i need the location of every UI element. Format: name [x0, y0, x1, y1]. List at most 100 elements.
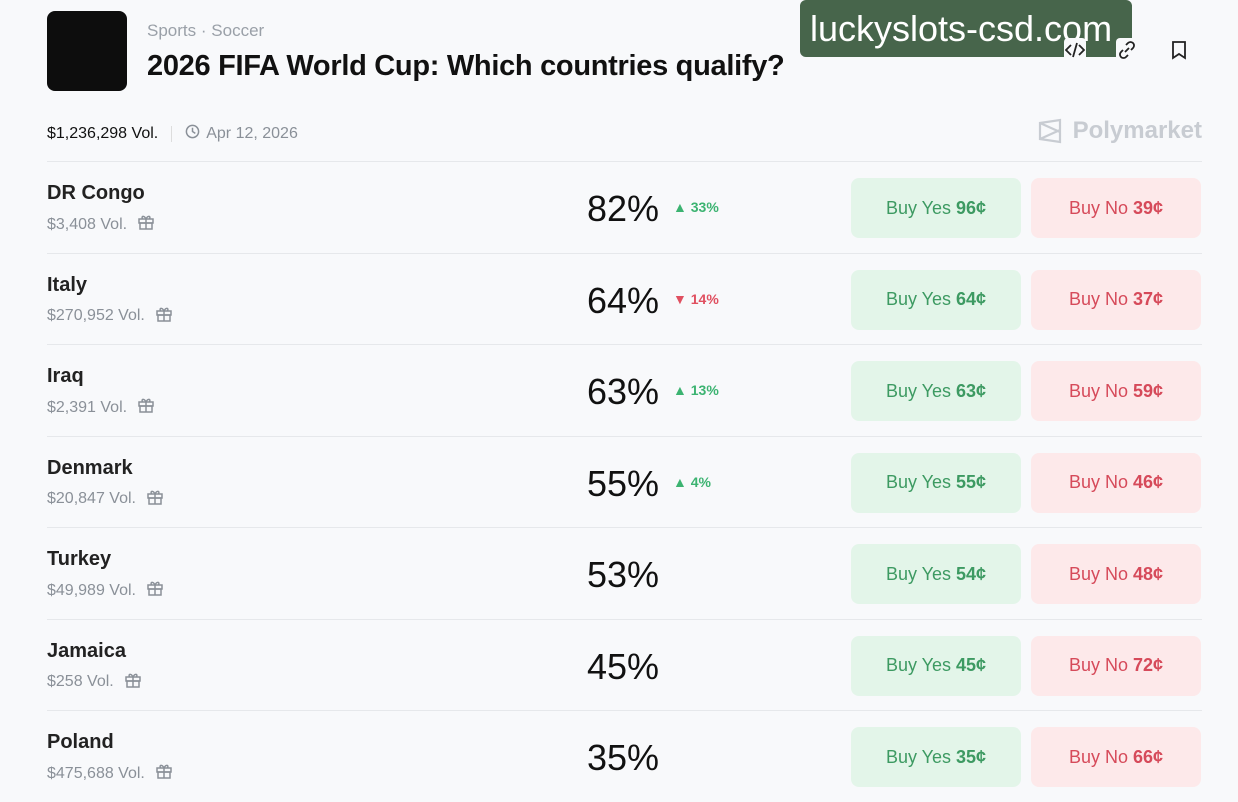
buy-no-label: Buy No	[1068, 655, 1128, 675]
change-value: 4%	[690, 473, 711, 490]
buy-no-label: Buy No	[1068, 380, 1128, 401]
buy-no-label: Buy No	[1068, 746, 1128, 767]
outcome-name: Italy	[47, 273, 88, 296]
buy-no-button[interactable]: Buy No 72¢	[1031, 635, 1201, 696]
triangle-up-icon: ▲	[673, 382, 687, 398]
outcome-row[interactable]: Poland $475,688 Vol. 35% Buy Yes 35¢ Buy …	[47, 710, 1202, 802]
buy-no-label: Buy No	[1068, 197, 1128, 218]
market-meta: $1,236,298 Vol. Apr 12, 2026	[47, 124, 298, 144]
buy-no-button[interactable]: Buy No 37¢	[1031, 269, 1201, 330]
gift-icon[interactable]	[155, 762, 173, 785]
page-title: 2026 FIFA World Cup: Which countries qua…	[147, 50, 785, 82]
watermark: luckyslots-csd.com	[800, 0, 1132, 57]
buy-no-button[interactable]: Buy No 39¢	[1031, 178, 1201, 238]
no-price: 66¢	[1132, 746, 1164, 767]
change-value: 13%	[690, 382, 719, 398]
buy-no-button[interactable]: Buy No 48¢	[1031, 544, 1201, 604]
buy-yes-button[interactable]: Buy Yes 45¢	[851, 635, 1021, 696]
buy-yes-label: Buy Yes	[885, 289, 951, 309]
brand-name: Polymarket	[1072, 117, 1202, 144]
buy-no-label: Buy No	[1068, 472, 1128, 492]
outcome-row[interactable]: Iraq $2,391 Vol. 63% ▲ 13% Buy Yes 63¢ Bu…	[47, 344, 1202, 436]
outcome-name: DR Congo	[47, 182, 145, 204]
outcome-probability: 64%	[587, 279, 660, 321]
outcome-volume: $3,408 Vol.	[47, 215, 128, 233]
change-value: 14%	[690, 290, 719, 307]
buy-yes-label: Buy Yes	[885, 380, 951, 401]
yes-price: 96¢	[956, 197, 987, 218]
buy-yes-button[interactable]: Buy Yes 63¢	[851, 361, 1021, 421]
outcome-name: Jamaica	[47, 639, 126, 662]
buy-yes-label: Buy Yes	[885, 563, 951, 584]
buy-yes-button[interactable]: Buy Yes 54¢	[851, 544, 1021, 604]
buy-no-button[interactable]: Buy No 66¢	[1031, 727, 1201, 787]
outcome-probability: 63%	[587, 371, 660, 412]
gift-icon[interactable]	[146, 579, 164, 602]
no-price: 72¢	[1132, 655, 1164, 675]
probability-change: ▲ 33%	[673, 199, 719, 215]
buy-yes-button[interactable]: Buy Yes 55¢	[851, 452, 1021, 513]
total-volume: $1,236,298 Vol.	[47, 125, 159, 142]
outcome-volume: $258 Vol.	[47, 673, 114, 690]
outcome-volume: $49,989 Vol.	[47, 581, 136, 599]
change-value: 33%	[690, 199, 719, 215]
buy-no-label: Buy No	[1068, 289, 1128, 309]
buy-no-label: Buy No	[1068, 563, 1128, 584]
breadcrumb-category[interactable]: Sports	[147, 21, 197, 40]
no-price: 39¢	[1132, 197, 1164, 218]
no-price: 59¢	[1132, 380, 1164, 401]
buy-yes-button[interactable]: Buy Yes 96¢	[851, 178, 1021, 238]
outcome-probability: 82%	[587, 188, 660, 229]
gift-icon[interactable]	[137, 213, 155, 236]
gift-icon[interactable]	[124, 671, 142, 694]
outcome-name: Turkey	[47, 548, 112, 570]
outcome-row[interactable]: Turkey $49,989 Vol. 53% Buy Yes 54¢ Buy N…	[47, 527, 1202, 619]
breadcrumb-separator: ·	[200, 21, 207, 40]
buy-yes-label: Buy Yes	[885, 472, 951, 492]
probability-change: ▲ 4%	[673, 474, 711, 490]
probability-change: ▼ 14%	[673, 291, 719, 307]
buy-yes-label: Buy Yes	[885, 746, 951, 767]
yes-price: 64¢	[956, 289, 987, 309]
outcome-volume: $270,952 Vol.	[47, 307, 145, 324]
yes-price: 45¢	[956, 655, 987, 675]
embed-code-icon[interactable]	[1064, 38, 1086, 62]
probability-change: ▲ 13%	[673, 382, 719, 398]
breadcrumb-subcategory[interactable]: Soccer	[211, 21, 265, 40]
outcome-volume: $2,391 Vol.	[47, 398, 128, 416]
gift-icon[interactable]	[155, 305, 173, 328]
yes-price: 63¢	[956, 380, 987, 401]
gift-icon[interactable]	[146, 488, 164, 511]
market-logo	[47, 11, 127, 91]
outcome-row[interactable]: Denmark $20,847 Vol. 55% ▲ 4% Buy Yes 55¢…	[47, 435, 1202, 528]
link-icon[interactable]	[1116, 38, 1138, 62]
buy-no-button[interactable]: Buy No 59¢	[1031, 361, 1201, 421]
buy-yes-button[interactable]: Buy Yes 35¢	[851, 727, 1021, 787]
gift-icon[interactable]	[137, 396, 155, 419]
outcome-list: DR Congo $3,408 Vol. 82% ▲ 33% Buy Yes 96…	[47, 161, 1202, 802]
outcome-row[interactable]: Italy $270,952 Vol. 64% ▼ 14% Buy Yes 64¢…	[47, 252, 1202, 345]
clock-icon	[185, 124, 200, 144]
breadcrumb: Sports · Soccer	[147, 21, 264, 41]
outcome-name: Denmark	[47, 456, 133, 479]
buy-no-button[interactable]: Buy No 46¢	[1031, 452, 1201, 513]
polymarket-logo: Polymarket	[1037, 117, 1202, 145]
outcome-name: Iraq	[47, 365, 84, 387]
triangle-up-icon: ▲	[673, 473, 687, 490]
yes-price: 55¢	[956, 472, 987, 492]
bookmark-icon[interactable]	[1168, 38, 1190, 62]
end-date: Apr 12, 2026	[206, 125, 298, 142]
outcome-row[interactable]: Jamaica $258 Vol. 45% Buy Yes 45¢ Buy No 7…	[47, 618, 1202, 711]
outcome-probability: 45%	[587, 645, 660, 687]
outcome-probability: 53%	[587, 554, 660, 595]
no-price: 37¢	[1132, 289, 1164, 309]
buy-yes-button[interactable]: Buy Yes 64¢	[851, 269, 1021, 330]
no-price: 46¢	[1132, 472, 1164, 492]
yes-price: 54¢	[956, 563, 987, 584]
outcome-name: Poland	[47, 731, 114, 753]
outcome-row[interactable]: DR Congo $3,408 Vol. 82% ▲ 33% Buy Yes 96…	[47, 161, 1202, 253]
no-price: 48¢	[1132, 563, 1164, 584]
triangle-down-icon: ▼	[673, 290, 687, 307]
buy-yes-label: Buy Yes	[885, 655, 951, 675]
yes-price: 35¢	[956, 746, 987, 767]
